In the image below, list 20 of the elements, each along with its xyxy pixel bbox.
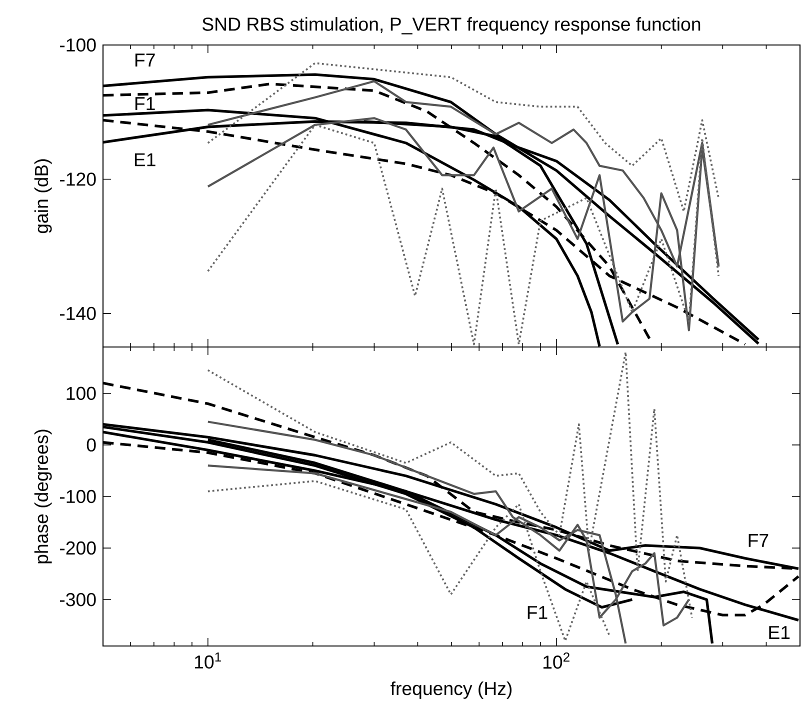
annotation: F1 bbox=[135, 97, 155, 110]
annotation: F7 bbox=[135, 54, 155, 67]
y-tick-label: 100 bbox=[66, 386, 96, 400]
annotation: E1 bbox=[769, 626, 790, 639]
annotation: F7 bbox=[748, 534, 768, 547]
y-tick-label: -200 bbox=[60, 541, 96, 555]
annotation: E1 bbox=[134, 153, 156, 166]
y-tick-label: -300 bbox=[60, 592, 96, 606]
y-tick-label: -140 bbox=[60, 306, 96, 320]
x-axis-title: frequency (Hz) bbox=[390, 681, 512, 699]
y-tick-label: -100 bbox=[60, 490, 96, 504]
y-axis-title: phase (degrees) bbox=[34, 430, 52, 564]
y-tick-label: -120 bbox=[60, 172, 96, 186]
chart-title: SND RBS stimulation, P_VERT frequency response function bbox=[202, 17, 700, 35]
x-tick-label: 10$^{1}$ bbox=[194, 652, 221, 669]
y-tick-label: 0 bbox=[86, 438, 96, 452]
y-axis-title: gain (dB) bbox=[34, 159, 52, 234]
x-tick-label: 10$^{2}$ bbox=[543, 652, 570, 669]
y-tick-label: -100 bbox=[60, 38, 96, 52]
annotation: F1 bbox=[528, 606, 548, 619]
